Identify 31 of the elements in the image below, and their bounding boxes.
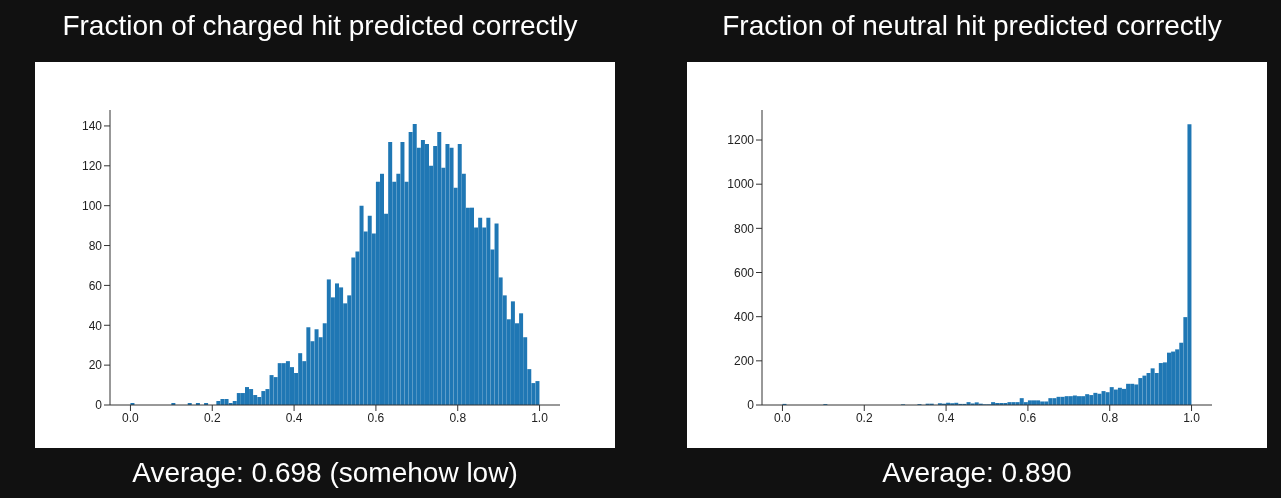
y-tick-label: 600	[733, 265, 755, 280]
x-tick-label: 1.0	[1183, 410, 1201, 425]
x-tick-label: 0.6	[367, 410, 385, 425]
y-tick-label: 120	[81, 159, 103, 174]
y-tick-label: 200	[733, 354, 755, 369]
y-tick-label: 400	[733, 309, 755, 324]
x-tick-label: 0.6	[1019, 410, 1037, 425]
text: Average: 0.698 (somehow low)	[131, 457, 519, 489]
y-tick-label: 60	[88, 278, 103, 293]
x-tick-label: 0.0	[774, 410, 792, 425]
x-tick-label: 1.0	[531, 410, 549, 425]
x-tick-label: 0.8	[449, 410, 467, 425]
y-tick-label: 1000	[727, 177, 755, 192]
chart-title: Fraction of charged hit predicted correctly	[61, 10, 579, 42]
text: Average: 0.890	[881, 457, 1073, 489]
x-tick-label: 0.8	[1101, 410, 1119, 425]
y-tick-label: 40	[88, 318, 103, 333]
y-tick-label: 0	[747, 398, 755, 413]
y-tick-label: 0	[95, 398, 103, 413]
y-tick-label: 20	[88, 358, 103, 373]
x-tick-label: 0.4	[285, 410, 303, 425]
x-tick-label: 0.0	[122, 410, 140, 425]
x-tick-label: 0.2	[203, 410, 221, 425]
y-tick-label: 140	[81, 119, 103, 134]
chart-title: Fraction of neutral hit predicted correctly	[721, 10, 1223, 42]
x-tick-label: 0.4	[937, 410, 955, 425]
y-tick-label: 80	[88, 238, 103, 253]
y-tick-label: 1200	[727, 133, 755, 148]
y-tick-label: 800	[733, 221, 755, 236]
y-tick-label: 100	[81, 198, 103, 213]
x-tick-label: 0.2	[855, 410, 873, 425]
